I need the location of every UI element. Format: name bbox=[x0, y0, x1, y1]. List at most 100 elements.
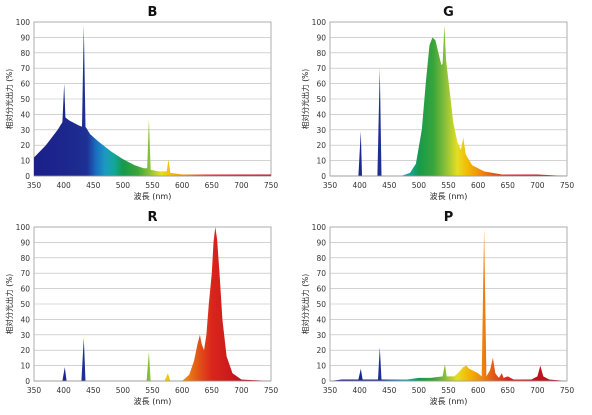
x-tick-label: 350 bbox=[323, 181, 338, 190]
y-tick-label: 80 bbox=[20, 254, 30, 263]
x-tick-label: 750 bbox=[264, 386, 279, 395]
spectrum-area bbox=[34, 227, 271, 381]
y-tick-label: 40 bbox=[20, 315, 30, 324]
y-tick-label: 20 bbox=[316, 346, 326, 355]
spectrum-area bbox=[34, 25, 271, 176]
y-tick-label: 90 bbox=[20, 238, 30, 247]
x-tick-label: 650 bbox=[205, 181, 220, 190]
x-tick-label: 550 bbox=[145, 386, 160, 395]
x-tick-label: 500 bbox=[116, 386, 131, 395]
y-tick-label: 60 bbox=[316, 285, 326, 294]
y-tick-label: 60 bbox=[20, 80, 30, 89]
y-tick-label: 10 bbox=[20, 362, 30, 371]
x-tick-label: 400 bbox=[56, 386, 71, 395]
y-axis-label: 相対分光出力 (%) bbox=[300, 274, 310, 334]
y-tick-label: 100 bbox=[312, 18, 327, 27]
chart-title: P bbox=[444, 210, 454, 225]
x-tick-label: 500 bbox=[412, 181, 427, 190]
y-tick-label: 70 bbox=[316, 269, 326, 278]
x-tick-label: 350 bbox=[323, 386, 338, 395]
y-tick-label: 50 bbox=[20, 300, 30, 309]
x-axis-label: 波長 (nm) bbox=[134, 191, 172, 201]
chart-svg-p: 0 10 20 30 40 50 60 70 80 90 100 350 400 450 500 550 600… bbox=[300, 210, 575, 406]
chart-panel-p: 0 10 20 30 40 50 60 70 80 90 100 350 400 450 500 550 600… bbox=[296, 205, 592, 410]
y-tick-label: 90 bbox=[316, 33, 326, 42]
y-tick-label: 0 bbox=[321, 172, 326, 181]
x-tick-label: 400 bbox=[56, 181, 71, 190]
x-tick-label: 600 bbox=[471, 386, 486, 395]
y-tick-label: 10 bbox=[20, 157, 30, 166]
y-tick-label: 100 bbox=[312, 223, 327, 232]
x-axis-label: 波長 (nm) bbox=[430, 191, 468, 201]
x-tick-label: 750 bbox=[560, 386, 575, 395]
y-tick-label: 80 bbox=[316, 254, 326, 263]
y-tick-label: 20 bbox=[20, 346, 30, 355]
y-tick-label: 100 bbox=[16, 18, 31, 27]
y-tick-label: 30 bbox=[20, 126, 30, 135]
y-tick-label: 10 bbox=[316, 157, 326, 166]
spectrum-area bbox=[330, 25, 567, 176]
y-tick-label: 90 bbox=[316, 238, 326, 247]
chart-panel-r: 0 10 20 30 40 50 60 70 80 90 100 350 400 450 500 550 600… bbox=[0, 205, 296, 410]
chart-panel-g: 0 10 20 30 40 50 60 70 80 90 100 350 400 450 500 550 600… bbox=[296, 0, 592, 205]
x-tick-label: 700 bbox=[234, 181, 249, 190]
x-tick-label: 600 bbox=[471, 181, 486, 190]
x-tick-label: 650 bbox=[501, 181, 516, 190]
y-tick-label: 20 bbox=[20, 141, 30, 150]
y-axis-label: 相対分光出力 (%) bbox=[4, 69, 14, 129]
chart-title: B bbox=[148, 5, 158, 20]
x-tick-label: 600 bbox=[175, 386, 190, 395]
y-tick-label: 0 bbox=[25, 172, 30, 181]
x-tick-label: 700 bbox=[530, 181, 545, 190]
x-tick-label: 500 bbox=[412, 386, 427, 395]
x-tick-label: 500 bbox=[116, 181, 131, 190]
chart-svg-g: 0 10 20 30 40 50 60 70 80 90 100 350 400 450 500 550 600… bbox=[300, 5, 575, 201]
x-tick-label: 700 bbox=[234, 386, 249, 395]
y-tick-label: 60 bbox=[20, 285, 30, 294]
y-tick-label: 80 bbox=[20, 49, 30, 58]
y-tick-label: 40 bbox=[316, 315, 326, 324]
x-tick-label: 650 bbox=[205, 386, 220, 395]
y-tick-label: 0 bbox=[321, 377, 326, 386]
y-tick-label: 10 bbox=[316, 362, 326, 371]
chart-panel-b: 0 10 20 30 40 50 60 70 80 90 100 350 400 450 500 550 600… bbox=[0, 0, 296, 205]
y-tick-label: 60 bbox=[316, 80, 326, 89]
chart-title: R bbox=[147, 210, 157, 225]
x-tick-label: 750 bbox=[264, 181, 279, 190]
y-tick-label: 30 bbox=[316, 126, 326, 135]
x-tick-label: 350 bbox=[27, 386, 42, 395]
y-tick-label: 100 bbox=[16, 223, 31, 232]
y-tick-label: 30 bbox=[316, 331, 326, 340]
y-axis-label: 相対分光出力 (%) bbox=[300, 69, 310, 129]
x-tick-label: 350 bbox=[27, 181, 42, 190]
chart-svg-r: 0 10 20 30 40 50 60 70 80 90 100 350 400 450 500 550 600… bbox=[4, 210, 279, 406]
y-tick-label: 70 bbox=[316, 64, 326, 73]
x-tick-label: 400 bbox=[352, 181, 367, 190]
x-tick-label: 700 bbox=[530, 386, 545, 395]
y-tick-label: 90 bbox=[20, 33, 30, 42]
y-tick-label: 40 bbox=[316, 110, 326, 119]
y-tick-label: 40 bbox=[20, 110, 30, 119]
x-tick-label: 450 bbox=[86, 181, 101, 190]
x-tick-label: 550 bbox=[441, 181, 456, 190]
x-tick-label: 450 bbox=[382, 181, 397, 190]
x-tick-label: 550 bbox=[145, 181, 160, 190]
y-tick-label: 70 bbox=[20, 269, 30, 278]
x-axis-label: 波長 (nm) bbox=[134, 396, 172, 406]
y-tick-label: 80 bbox=[316, 49, 326, 58]
x-tick-label: 750 bbox=[560, 181, 575, 190]
x-tick-label: 450 bbox=[86, 386, 101, 395]
chart-title: G bbox=[443, 5, 454, 20]
y-tick-label: 30 bbox=[20, 331, 30, 340]
y-tick-label: 50 bbox=[20, 95, 30, 104]
y-tick-label: 0 bbox=[25, 377, 30, 386]
chart-svg-b: 0 10 20 30 40 50 60 70 80 90 100 350 400 450 500 550 600… bbox=[4, 5, 279, 201]
x-tick-label: 550 bbox=[441, 386, 456, 395]
x-tick-label: 450 bbox=[382, 386, 397, 395]
y-axis-label: 相対分光出力 (%) bbox=[4, 274, 14, 334]
x-tick-label: 400 bbox=[352, 386, 367, 395]
x-tick-label: 600 bbox=[175, 181, 190, 190]
x-axis-label: 波長 (nm) bbox=[430, 396, 468, 406]
y-tick-label: 50 bbox=[316, 95, 326, 104]
y-tick-label: 70 bbox=[20, 64, 30, 73]
